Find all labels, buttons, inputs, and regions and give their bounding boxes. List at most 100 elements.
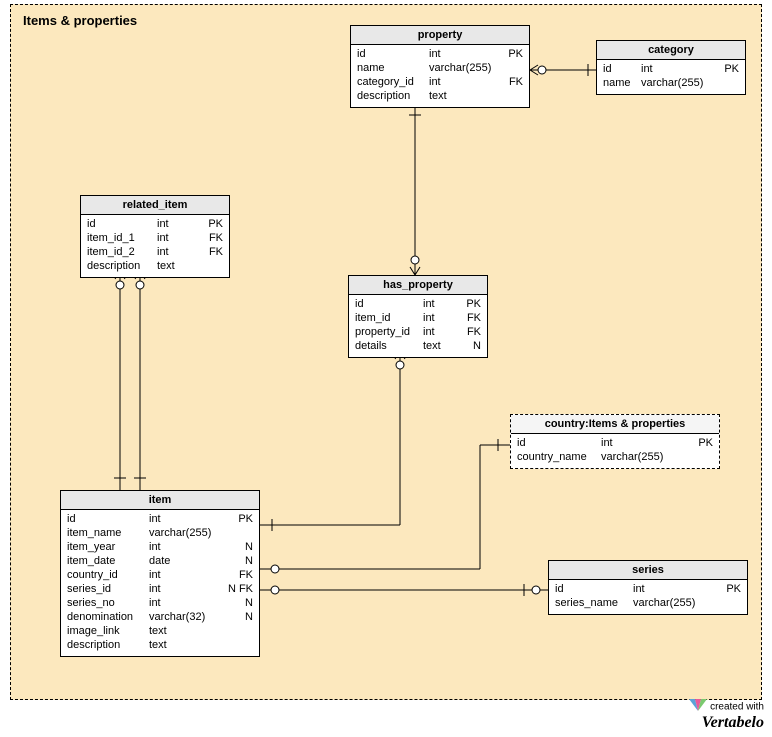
column-flag: N: [245, 540, 253, 554]
column-flag: FK: [209, 245, 223, 259]
column-row: namevarchar(255): [603, 76, 739, 90]
column-type: varchar(255): [149, 526, 225, 540]
entity-title: series: [549, 561, 747, 580]
column-name: description: [67, 638, 149, 652]
column-name: description: [87, 259, 157, 273]
column-name: id: [603, 62, 641, 76]
column-flag: PK: [208, 217, 223, 231]
credit-brand: Vertabelo: [702, 714, 764, 731]
column-name: id: [87, 217, 157, 231]
column-name: item_date: [67, 554, 149, 568]
column-row: country_namevarchar(255): [517, 450, 713, 464]
column-name: details: [355, 339, 423, 353]
column-name: series_id: [67, 582, 149, 596]
entity-category: categoryidintPKnamevarchar(255): [596, 40, 746, 95]
column-name: item_name: [67, 526, 149, 540]
column-row: descriptiontext: [87, 259, 223, 273]
column-row: idintPK: [555, 582, 741, 596]
entity-item: itemidintPKitem_namevarchar(255)item_yea…: [60, 490, 260, 657]
column-type: int: [423, 311, 453, 325]
column-flag: N FK: [228, 582, 253, 596]
column-type: int: [149, 596, 225, 610]
column-row: item_namevarchar(255): [67, 526, 253, 540]
column-flag: FK: [209, 231, 223, 245]
column-flag: FK: [467, 311, 481, 325]
column-type: int: [423, 325, 453, 339]
column-flag: FK: [239, 568, 253, 582]
column-row: series_namevarchar(255): [555, 596, 741, 610]
column-row: idintPK: [517, 436, 713, 450]
column-type: text: [423, 339, 453, 353]
column-flag: FK: [467, 325, 481, 339]
column-type: int: [423, 297, 453, 311]
entity-related_item: related_itemidintPKitem_id_1intFKitem_id…: [80, 195, 230, 278]
column-row: series_idintN FK: [67, 582, 253, 596]
entity-columns: idintPKcountry_namevarchar(255): [511, 434, 719, 468]
column-row: category_idintFK: [357, 75, 523, 89]
column-row: descriptiontext: [67, 638, 253, 652]
column-type: int: [149, 512, 225, 526]
column-name: id: [517, 436, 601, 450]
column-name: id: [355, 297, 423, 311]
column-name: item_id_1: [87, 231, 157, 245]
entity-columns: idintPKitem_idintFKproperty_idintFKdetai…: [349, 295, 487, 357]
column-type: varchar(255): [601, 450, 681, 464]
column-name: denomination: [67, 610, 149, 624]
column-type: text: [149, 638, 225, 652]
column-row: item_idint FK: [355, 311, 481, 325]
column-row: item_id_2intFK: [87, 245, 223, 259]
column-type: int: [149, 540, 225, 554]
column-flag: N: [473, 339, 481, 353]
column-row: idint PK: [67, 512, 253, 526]
column-row: item_yearint N: [67, 540, 253, 554]
column-name: item_id: [355, 311, 423, 325]
credit-small: created with: [710, 702, 764, 713]
column-row: image_linktext: [67, 624, 253, 638]
column-type: int: [429, 75, 503, 89]
entity-title: country:Items & properties: [511, 415, 719, 434]
column-type: int: [601, 436, 681, 450]
entity-columns: idintPKnamevarchar(255)category_idintFKd…: [351, 45, 529, 107]
column-name: country_id: [67, 568, 149, 582]
entity-title: related_item: [81, 196, 229, 215]
column-type: int: [157, 231, 187, 245]
column-row: idint PK: [87, 217, 223, 231]
column-name: id: [555, 582, 633, 596]
entity-title: property: [351, 26, 529, 45]
column-name: description: [357, 89, 429, 103]
column-type: int: [149, 568, 225, 582]
entity-series: seriesidintPKseries_namevarchar(255): [548, 560, 748, 615]
column-flag: PK: [508, 47, 523, 61]
entity-title: category: [597, 41, 745, 60]
column-type: int: [157, 217, 187, 231]
column-flag: PK: [238, 512, 253, 526]
column-type: varchar(32): [149, 610, 225, 624]
entity-property: propertyidintPKnamevarchar(255)category_…: [350, 25, 530, 108]
column-name: name: [357, 61, 429, 75]
column-flag: N: [245, 610, 253, 624]
entity-country_ref: country:Items & propertiesidintPKcountry…: [510, 414, 720, 469]
column-row: detailstext N: [355, 339, 481, 353]
vertabelo-credit: created with Vertabelo: [689, 699, 764, 731]
column-row: idint PK: [355, 297, 481, 311]
column-flag: FK: [509, 75, 523, 89]
column-name: item_year: [67, 540, 149, 554]
erd-canvas: Items & properties propertyidintPKnameva…: [0, 0, 772, 737]
column-type: int: [633, 582, 711, 596]
column-flag: PK: [724, 62, 739, 76]
region-title: Items & properties: [23, 13, 137, 28]
column-flag: PK: [466, 297, 481, 311]
column-name: item_id_2: [87, 245, 157, 259]
column-flag: N: [245, 554, 253, 568]
entity-columns: idintPKseries_namevarchar(255): [549, 580, 747, 614]
column-row: idintPK: [357, 47, 523, 61]
column-type: varchar(255): [633, 596, 711, 610]
entity-columns: idintPKitem_namevarchar(255)item_yearint…: [61, 510, 259, 656]
column-row: descriptiontext: [357, 89, 523, 103]
column-flag: N: [245, 596, 253, 610]
column-name: id: [357, 47, 429, 61]
column-type: text: [157, 259, 187, 273]
column-name: id: [67, 512, 149, 526]
column-type: int: [149, 582, 225, 596]
column-row: item_datedateN: [67, 554, 253, 568]
